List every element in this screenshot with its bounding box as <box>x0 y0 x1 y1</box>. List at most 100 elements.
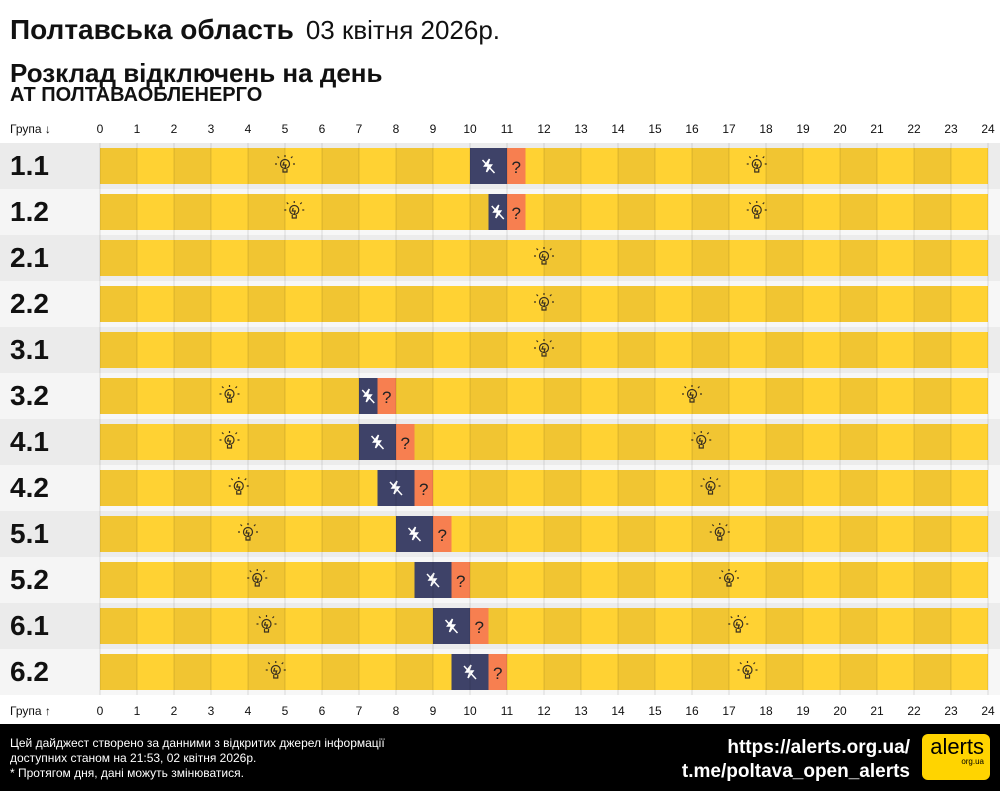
x-tick-label: 14 <box>611 704 625 718</box>
group-label: 5.2 <box>10 564 49 595</box>
power-on-segment <box>803 470 840 506</box>
power-on-segment <box>803 332 840 368</box>
power-on-segment <box>359 608 396 644</box>
group-label-bg <box>0 373 100 419</box>
lightbulb-icon <box>256 615 277 633</box>
power-on-segment <box>766 516 803 552</box>
power-on-segment <box>285 148 322 184</box>
power-on-segment <box>470 562 507 598</box>
power-on-segment <box>396 654 433 690</box>
power-on-segment <box>433 332 470 368</box>
power-on-segment <box>100 194 137 230</box>
power-on-segment <box>396 378 433 414</box>
power-on-segment <box>729 378 766 414</box>
power-on-segment <box>100 240 137 276</box>
power-on-segment <box>840 470 877 506</box>
power-on-segment <box>137 516 174 552</box>
power-on-segment <box>951 194 988 230</box>
power-on-segment <box>100 516 137 552</box>
power-on-segment <box>840 378 877 414</box>
power-on-segment <box>507 286 544 322</box>
power-on-segment <box>248 378 285 414</box>
power-on-segment <box>729 470 766 506</box>
footer-line-2: доступних станом на 21:53, 02 квітня 202… <box>10 751 257 765</box>
power-on-segment <box>729 424 766 460</box>
x-tick-label: 2 <box>170 704 178 718</box>
power-on-segment <box>544 240 581 276</box>
power-on-segment <box>285 470 322 506</box>
group-label: 2.1 <box>10 242 49 273</box>
power-on-segment <box>877 608 914 644</box>
power-on-segment <box>766 424 803 460</box>
site-link[interactable]: https://alerts.org.ua/ <box>727 737 910 758</box>
power-on-segment <box>507 470 544 506</box>
x-tick-label: 4 <box>244 122 252 136</box>
power-on-segment <box>137 608 174 644</box>
region-title: Полтавська область 03 квітня 2026р. <box>10 14 500 46</box>
power-on-segment <box>396 240 433 276</box>
lightbulb-icon <box>746 201 767 219</box>
power-on-segment <box>766 608 803 644</box>
schedule-date: 03 квітня 2026р. <box>305 15 501 45</box>
power-on-segment <box>174 332 211 368</box>
power-on-segment <box>692 608 729 644</box>
power-on-segment <box>211 332 248 368</box>
power-on-segment <box>100 424 137 460</box>
lightbulb-icon <box>682 385 702 403</box>
group-label: 4.2 <box>10 472 49 503</box>
power-on-segment <box>692 332 729 368</box>
power-on-segment <box>803 562 840 598</box>
power-on-segment <box>766 332 803 368</box>
x-tick-label: 10 <box>463 704 477 718</box>
power-on-segment <box>285 332 322 368</box>
power-on-segment <box>396 194 433 230</box>
power-on-segment <box>692 194 729 230</box>
group-label-bg <box>0 189 100 235</box>
unknown-status-mark: ? <box>401 434 410 453</box>
lightbulb-icon <box>534 293 554 311</box>
group-label-bg <box>0 235 100 281</box>
power-on-segment <box>396 608 433 644</box>
x-tick-label: 9 <box>429 704 437 718</box>
telegram-link[interactable]: t.me/poltava_open_alerts <box>681 761 910 782</box>
power-on-segment <box>618 194 655 230</box>
power-on-segment <box>840 332 877 368</box>
power-on-segment <box>729 194 766 230</box>
power-on-segment <box>544 194 581 230</box>
footer-line-1: Цей дайджест створено за данними з відкр… <box>10 736 385 750</box>
power-on-segment <box>840 194 877 230</box>
footer: Цей дайджест створено за данними з відкр… <box>0 724 1000 791</box>
power-on-segment <box>581 378 618 414</box>
group-label-bg <box>0 327 100 373</box>
power-on-segment <box>211 378 248 414</box>
power-on-segment <box>544 608 581 644</box>
power-on-segment <box>544 654 581 690</box>
power-on-segment <box>174 470 211 506</box>
x-tick-label: 4 <box>244 704 252 718</box>
unknown-segment <box>507 194 526 230</box>
x-tick-label: 15 <box>648 704 662 718</box>
bottom-axis: Група ↑ 0 1 2 3 4 5 6 7 8 9 10 11 12 13 14 15 16 17 18 19 20 2… <box>0 698 1000 724</box>
power-on-segment <box>951 562 988 598</box>
power-on-segment <box>285 286 322 322</box>
x-tick-label: 17 <box>722 704 736 718</box>
group-label-bg <box>0 557 100 603</box>
no-power-icon <box>481 158 496 174</box>
power-on-segment <box>877 378 914 414</box>
power-on-segment <box>581 286 618 322</box>
power-on-segment <box>692 378 729 414</box>
power-on-segment <box>914 470 951 506</box>
power-on-segment <box>433 148 470 184</box>
group-label: 2.2 <box>10 288 49 319</box>
no-power-icon <box>370 434 385 450</box>
power-on-segment <box>581 240 618 276</box>
power-on-segment <box>174 654 211 690</box>
power-on-segment <box>581 562 618 598</box>
x-tick-label: 17 <box>722 122 736 136</box>
power-on-segment <box>248 516 285 552</box>
power-on-segment <box>100 378 137 414</box>
power-on-segment <box>914 516 951 552</box>
x-tick-label: 5 <box>281 704 289 718</box>
x-tick-label: 8 <box>392 704 400 718</box>
group-label: 6.1 <box>10 610 49 641</box>
